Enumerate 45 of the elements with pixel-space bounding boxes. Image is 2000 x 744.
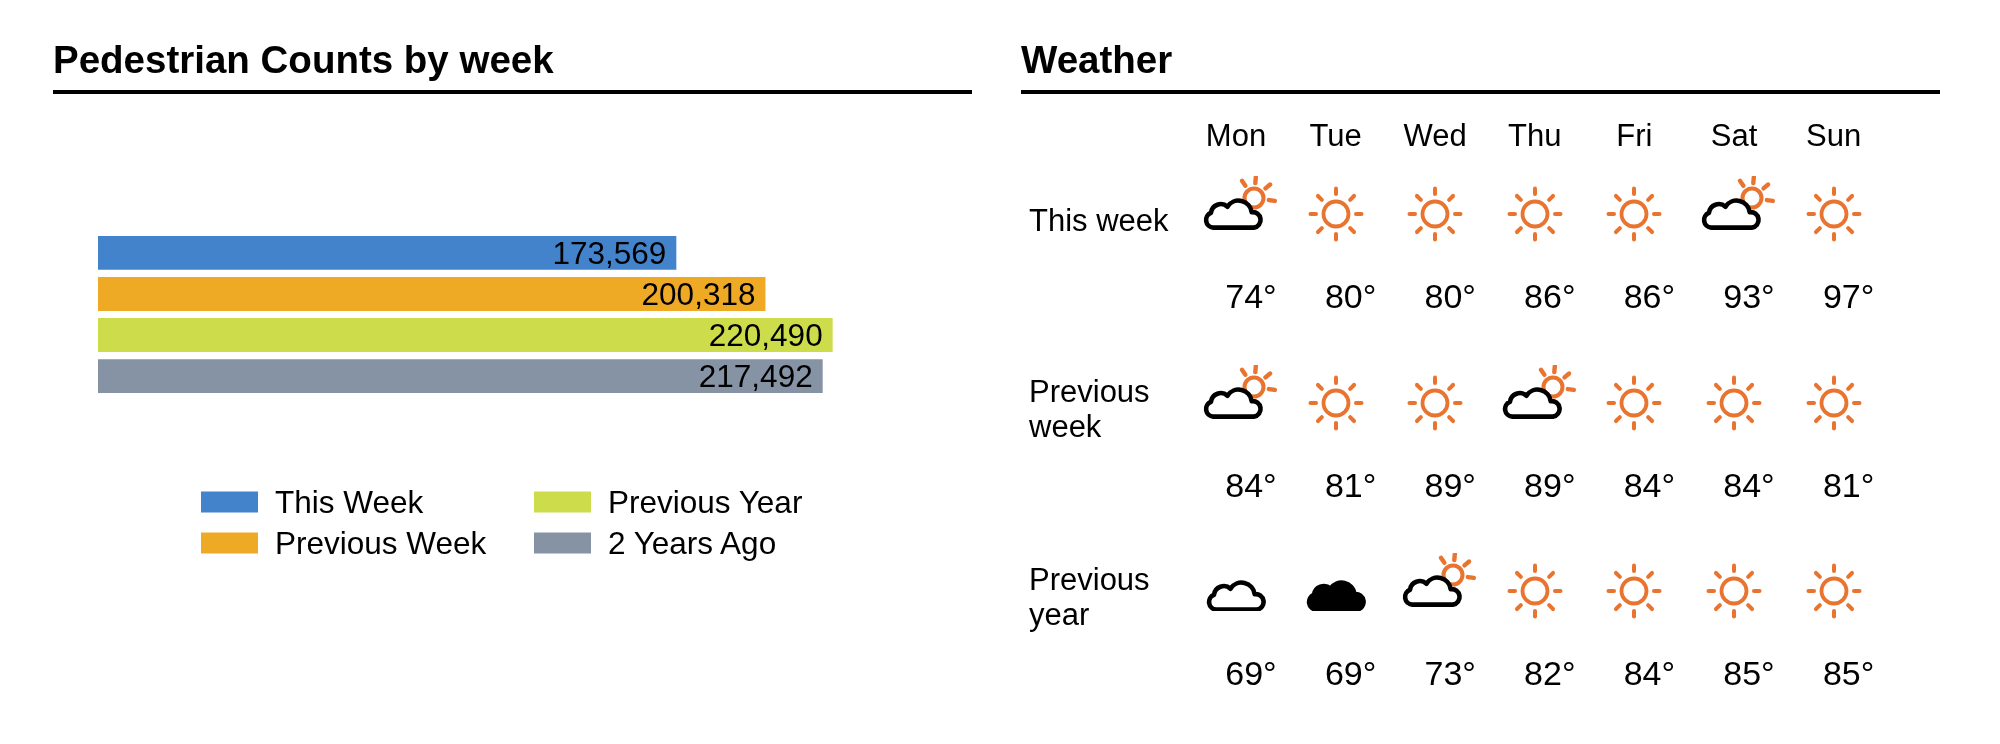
bar xyxy=(98,318,833,353)
category-label: Fri xyxy=(1616,118,1653,154)
text: 73° xyxy=(1424,654,1476,692)
text: 69° xyxy=(1324,654,1377,692)
text: 85° xyxy=(1723,654,1775,692)
category-label: Tue xyxy=(1309,118,1362,154)
text: 84° xyxy=(1623,654,1676,692)
chart-title: Pedestrian Counts by week xyxy=(53,38,972,94)
category-label: Previous year xyxy=(1029,562,1150,632)
text: 84° xyxy=(1225,465,1277,504)
category-label: Sat xyxy=(1710,118,1758,154)
data-label: 220,490 xyxy=(708,317,823,354)
text: 80° xyxy=(1324,277,1377,315)
text: 89° xyxy=(1424,465,1476,504)
data-label: 173,569 xyxy=(552,234,667,271)
data-label: 217,492 xyxy=(698,358,813,395)
text: 86° xyxy=(1524,277,1576,315)
legend-label: Previous Week xyxy=(275,525,487,561)
category-label: Previous week xyxy=(1029,373,1150,444)
category-label: Mon xyxy=(1205,118,1267,154)
legend-label: Previous Year xyxy=(608,484,803,520)
data-label: 200,318 xyxy=(641,275,756,312)
text: 74° xyxy=(1225,277,1277,315)
text: Weather xyxy=(1021,38,1940,94)
category-label: This week xyxy=(1029,202,1169,238)
text: 81° xyxy=(1822,465,1875,504)
bar xyxy=(98,236,677,270)
text: 82° xyxy=(1524,654,1576,692)
category-label: Sun xyxy=(1806,118,1862,154)
text: 89° xyxy=(1524,465,1576,504)
text: 85° xyxy=(1822,654,1875,692)
text: 80° xyxy=(1424,277,1476,315)
bar xyxy=(98,359,823,393)
text: 84° xyxy=(1623,465,1676,504)
text: 81° xyxy=(1324,465,1377,504)
text: 69° xyxy=(1225,654,1277,692)
text: 86° xyxy=(1623,277,1676,315)
category-label: Wed xyxy=(1403,118,1467,154)
text: 93° xyxy=(1723,277,1775,315)
text: 97° xyxy=(1822,277,1875,315)
text: 84° xyxy=(1723,465,1775,504)
category-label: Thu xyxy=(1508,118,1562,154)
legend-label: 2 Years Ago xyxy=(608,525,777,561)
bar xyxy=(98,276,766,311)
legend-label: This Week xyxy=(275,484,424,520)
